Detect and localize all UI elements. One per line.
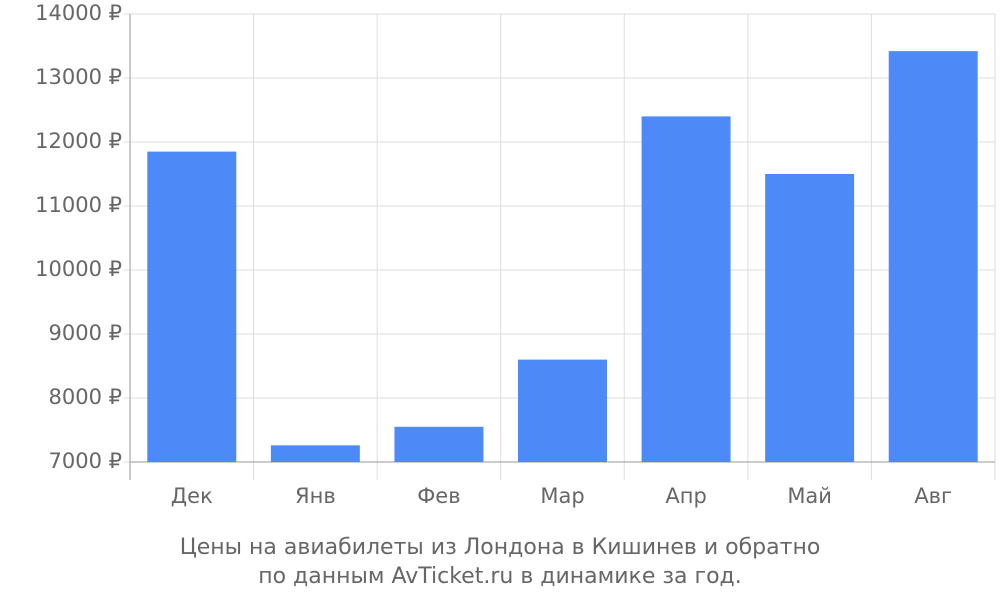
y-tick-label: 8000 ₽ <box>49 385 122 409</box>
x-tick-label: Май <box>787 484 832 508</box>
bar <box>394 426 484 462</box>
y-tick-label: 14000 ₽ <box>35 1 122 25</box>
y-tick-label: 13000 ₽ <box>35 65 122 89</box>
bar <box>888 51 978 463</box>
bar <box>641 116 731 463</box>
caption-line: Цены на авиабилеты из Лондона в Кишинев … <box>180 535 821 560</box>
bar <box>518 359 607 462</box>
x-tick-label: Авг <box>914 484 952 508</box>
y-tick-label: 9000 ₽ <box>49 321 122 345</box>
x-tick-label: Мар <box>540 484 584 508</box>
x-tick-label: Фев <box>417 484 460 508</box>
x-tick-label: Янв <box>295 484 336 508</box>
bar <box>765 174 855 462</box>
y-tick-label: 12000 ₽ <box>35 129 122 153</box>
x-tick-label: Дек <box>171 484 213 508</box>
y-tick-label: 10000 ₽ <box>35 257 122 281</box>
bar <box>270 445 360 462</box>
y-tick-label: 11000 ₽ <box>35 193 122 217</box>
y-tick-label: 7000 ₽ <box>49 449 122 473</box>
bar <box>147 151 237 462</box>
x-tick-label: Апр <box>665 484 706 508</box>
caption-line: по данным AvTicket.ru в динамике за год. <box>258 564 742 589</box>
